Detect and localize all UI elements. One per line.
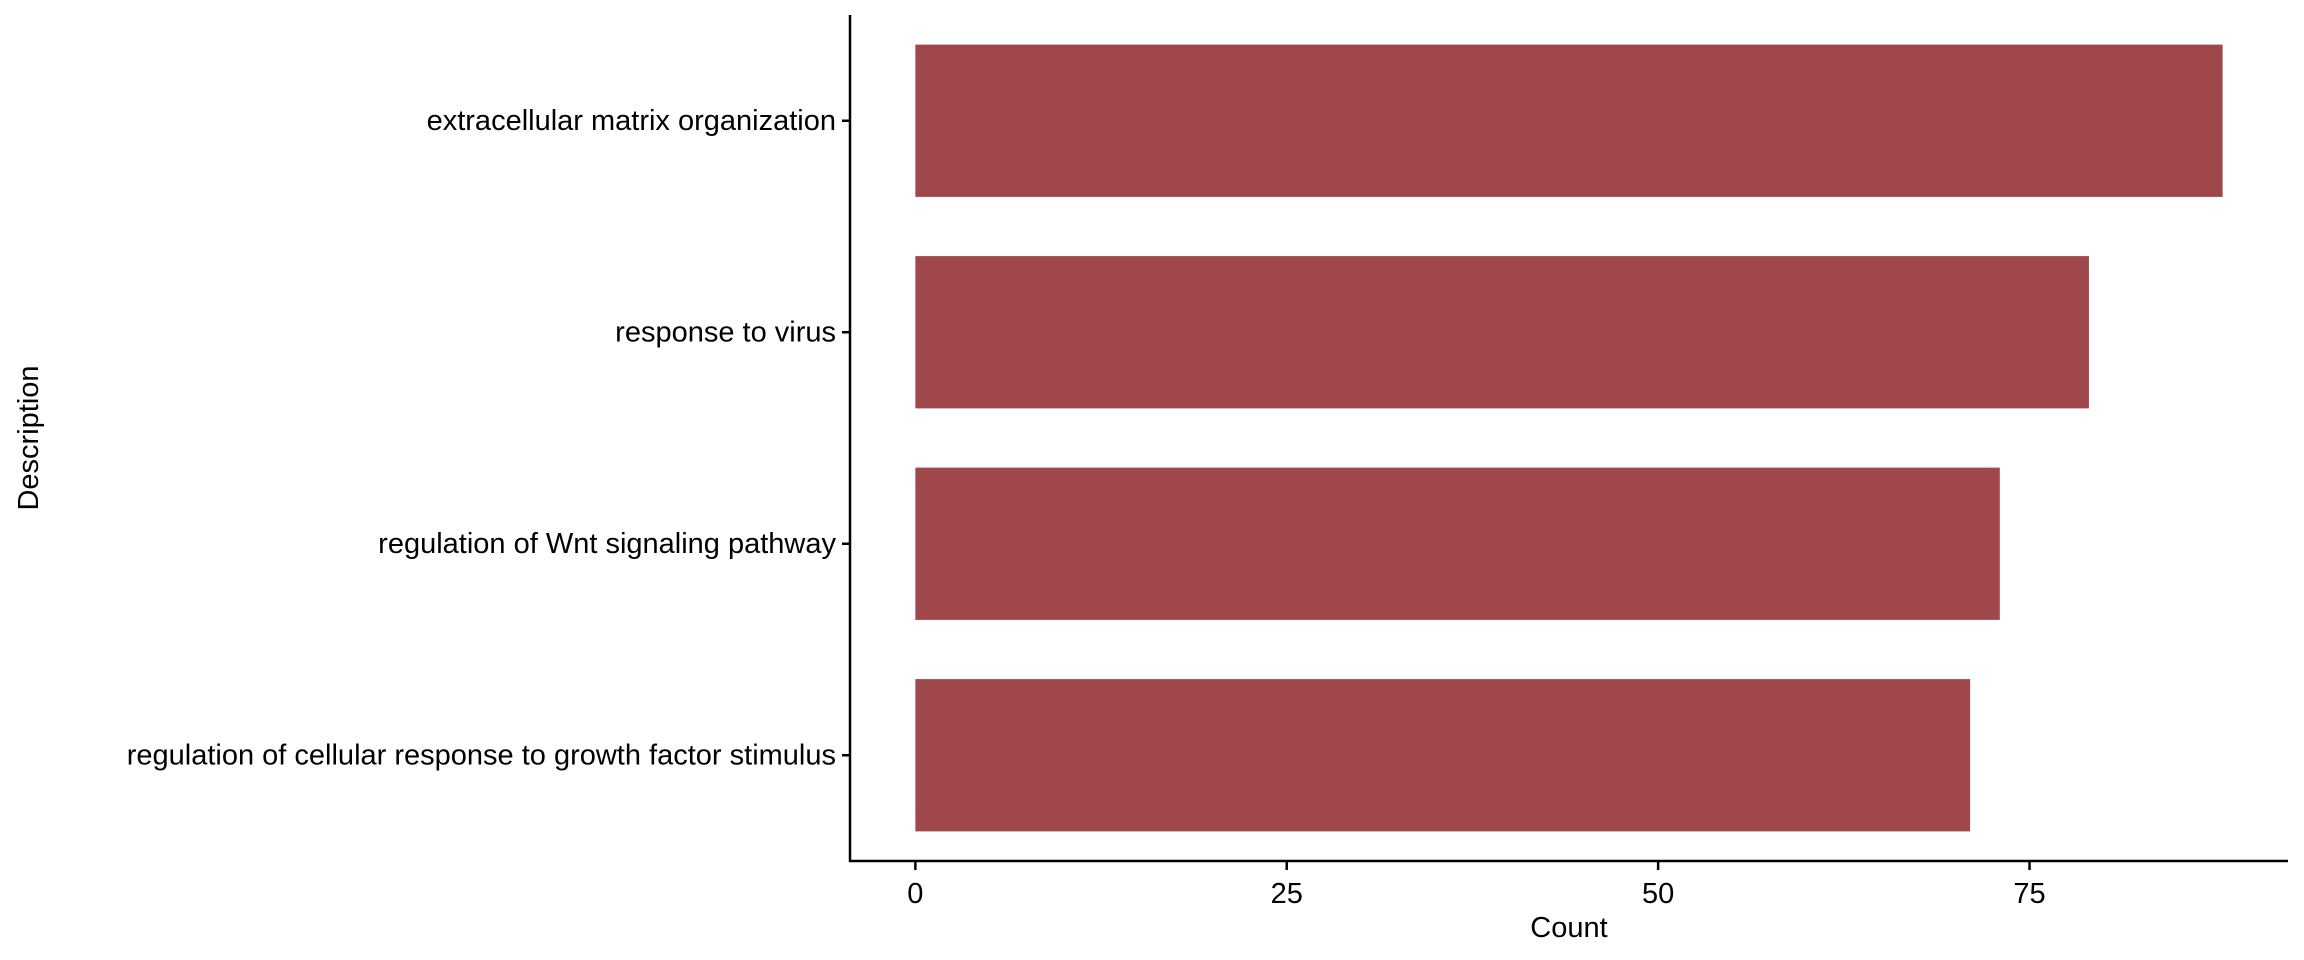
x-tick-label: 75 [2013, 878, 2045, 910]
x-tick-label: 50 [1642, 878, 1674, 910]
x-tick-label: 25 [1271, 878, 1303, 910]
x-tick-label: 0 [907, 878, 923, 910]
bar-1 [915, 44, 2223, 197]
y-tick-label: regulation of cellular response to growt… [127, 739, 836, 771]
y-axis-title: Description [13, 365, 45, 510]
bar-4 [915, 679, 1971, 832]
bars-group [915, 44, 2223, 832]
y-tick-label: response to virus [615, 316, 836, 348]
bar-3 [915, 467, 2000, 620]
x-axis-ticks: 0 25 50 75 [907, 861, 2046, 910]
y-axis-ticks: extracellular matrix organization respons… [127, 105, 850, 771]
y-tick-label: regulation of Wnt signaling pathway [378, 528, 836, 560]
bar-2 [915, 256, 2089, 409]
y-tick-label: extracellular matrix organization [427, 105, 836, 137]
x-axis-title: Count [1530, 912, 1607, 944]
